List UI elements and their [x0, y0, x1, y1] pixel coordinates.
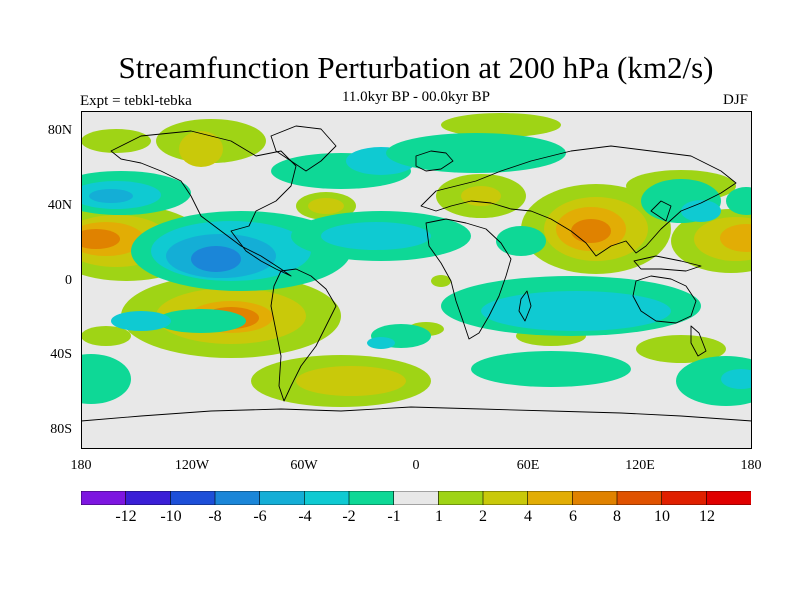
colorbar-label: -1 [387, 508, 401, 525]
lon-label-60w: 60W [290, 458, 318, 473]
colorbar-swatch [438, 491, 484, 505]
colorbar-swatch [706, 491, 751, 505]
negative-anomalies [81, 133, 752, 406]
colorbar-swatch [81, 491, 127, 505]
map-title: Streamfunction Perturbation at 200 hPa (… [118, 50, 714, 85]
lat-label-80n: 80N [47, 123, 72, 138]
lat-label-80s: 80S [50, 422, 72, 437]
colorbar-swatch [527, 491, 573, 505]
season-label: DJF [723, 92, 749, 108]
colorbar-swatch [348, 491, 395, 505]
colorbar-swatch [393, 491, 439, 505]
colorbar-swatch [661, 491, 707, 505]
colorbar-swatch [170, 491, 216, 505]
coastlines [81, 125, 752, 422]
colorbar-label: -10 [160, 508, 182, 525]
colorbar-swatch [616, 491, 663, 505]
colorbar-swatch [259, 491, 305, 505]
colorbar-label: 1 [435, 508, 443, 525]
contour-fill-layer [81, 113, 752, 407]
positive-anomalies [81, 113, 752, 407]
lon-label-180e: 180 [740, 458, 762, 473]
colorbar-label: 10 [654, 508, 670, 525]
colorbar-swatch [125, 491, 171, 505]
colorbar [81, 491, 751, 505]
lon-label-0: 0 [412, 458, 420, 473]
colorbar-label: -4 [298, 508, 312, 525]
colorbar-label: 4 [524, 508, 532, 525]
colorbar-swatch [482, 491, 529, 505]
colorbar-label: 12 [699, 508, 715, 525]
lon-label-120e: 120E [625, 458, 655, 473]
colorbar-label: -8 [208, 508, 222, 525]
lat-label-0: 0 [65, 273, 72, 288]
colorbar-label: 8 [613, 508, 621, 525]
colorbar-label: -12 [115, 508, 137, 525]
lon-label-120w: 120W [174, 458, 210, 473]
map-frame [81, 111, 752, 449]
lon-label-60e: 60E [516, 458, 540, 473]
streamfunction-map [81, 111, 752, 449]
colorbar-label: -2 [342, 508, 356, 525]
experiment-label: Expt = tebkl-tebka [80, 93, 192, 109]
lon-label-180w: 180 [70, 458, 92, 473]
map-subtitle: 11.0kyr BP - 00.0kyr BP [341, 89, 491, 105]
lat-label-40n: 40N [47, 198, 72, 213]
colorbar-swatch [304, 491, 350, 505]
colorbar-label: 2 [479, 508, 487, 525]
colorbar-label: -6 [253, 508, 267, 525]
lat-label-40s: 40S [50, 347, 72, 362]
colorbar-label: 6 [569, 508, 577, 525]
colorbar-swatch [214, 491, 261, 505]
colorbar-swatch [572, 491, 618, 505]
